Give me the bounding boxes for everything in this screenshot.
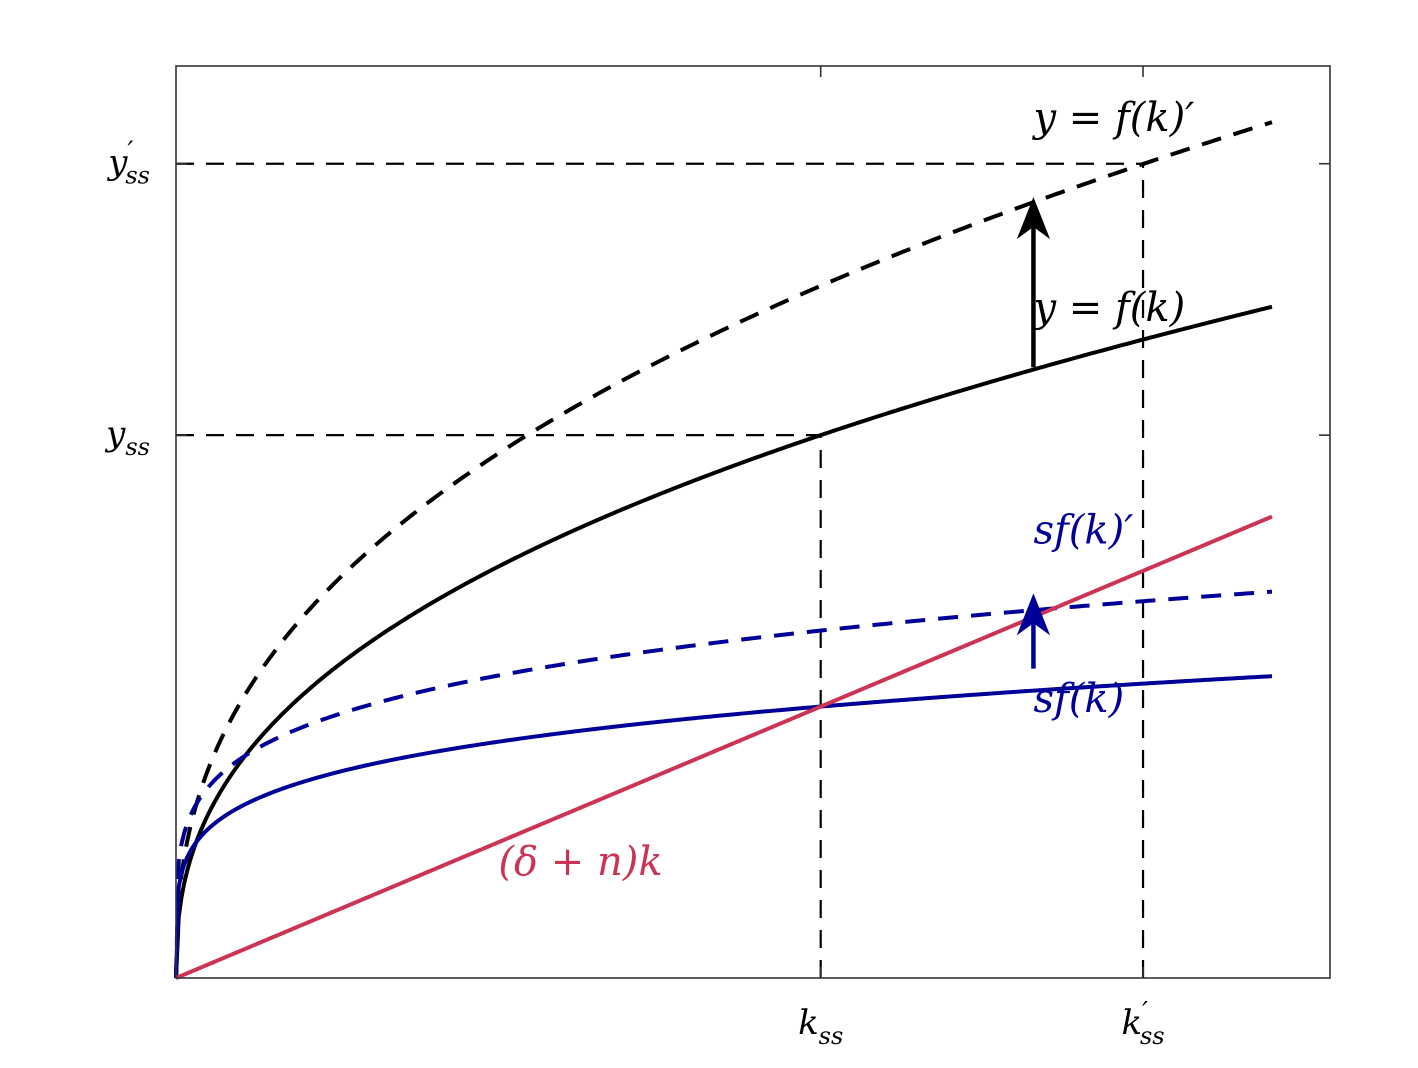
series-label-sf_prime: sf(k)′ bbox=[1033, 508, 1133, 554]
series-line-f bbox=[174, 304, 1273, 979]
shift-arrow-head-0 bbox=[1016, 196, 1051, 240]
x-tick-label-1: k′ ss bbox=[1121, 997, 1164, 1050]
series-line-f_prime bbox=[174, 120, 1273, 979]
y-tick-label-0: yss bbox=[104, 414, 150, 461]
shift-arrow-head-1 bbox=[1016, 593, 1051, 636]
series-line-sf bbox=[174, 674, 1273, 979]
axes-frame bbox=[175, 65, 1331, 979]
series-line-sf_prime bbox=[174, 589, 1273, 979]
series-label-f_prime: y = f(k)′ bbox=[1031, 95, 1194, 141]
series-line-dep bbox=[175, 514, 1273, 980]
series-label-f: y = f(k) bbox=[1031, 285, 1185, 331]
x-tick-label-0: kss bbox=[798, 1003, 843, 1050]
series-label-dep: (δ + n)k bbox=[498, 839, 662, 885]
series-label-sf: sf(k) bbox=[1033, 676, 1124, 722]
y-tick-label-1: y′ ss bbox=[106, 137, 150, 190]
plot-area: kss k′ ss yss y′ ss y = f(k)′ y = f(k) sf(k)′ sf(… bbox=[104, 65, 1331, 1050]
